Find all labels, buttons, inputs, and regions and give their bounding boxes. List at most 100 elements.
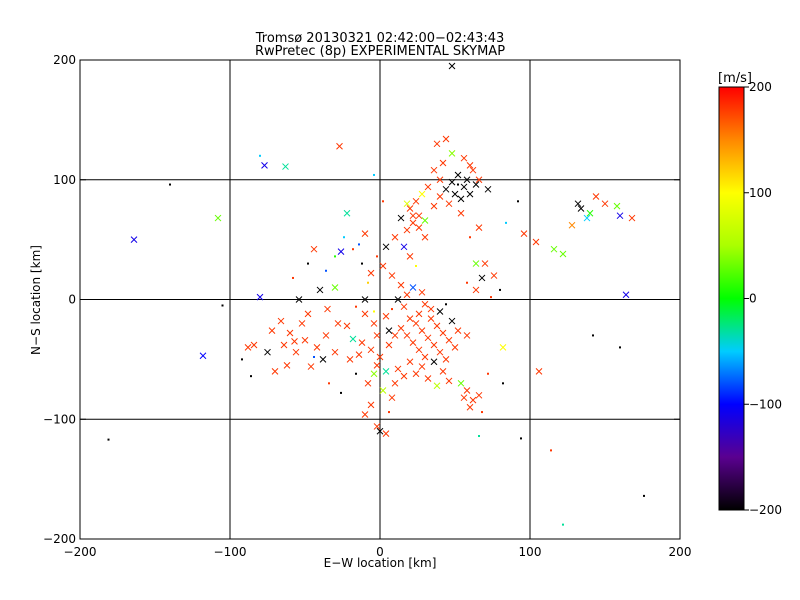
data-point-cross: [460, 154, 468, 162]
data-point-cross: [292, 348, 300, 356]
data-point-cross: [409, 219, 417, 227]
data-point-cross: [291, 338, 298, 345]
data-point-dot: [259, 154, 261, 157]
data-point-cross: [433, 322, 441, 330]
data-point-dot: [499, 288, 501, 291]
data-point-cross: [388, 394, 396, 402]
data-point-cross: [439, 159, 447, 167]
data-point-cross: [346, 356, 354, 363]
y-tick-label: 0: [68, 293, 76, 307]
data-point-dot: [307, 262, 309, 265]
data-point-cross: [430, 341, 438, 349]
data-point-cross: [469, 166, 477, 174]
data-point-cross: [439, 329, 447, 337]
data-point-cross: [403, 200, 411, 208]
data-point-cross: [433, 382, 441, 390]
data-point-cross: [382, 312, 390, 320]
data-point-cross: [499, 344, 507, 351]
data-point-cross: [457, 195, 465, 203]
data-point-cross: [439, 367, 447, 375]
x-axis-ticks: −200 −100 0 100 200: [64, 60, 692, 559]
data-point-dot: [355, 305, 357, 308]
data-point-cross: [424, 334, 432, 342]
data-point-cross: [349, 335, 357, 343]
data-point-cross: [403, 226, 411, 234]
data-point-cross: [406, 253, 414, 260]
data-point-dot: [361, 262, 363, 265]
x-tick-label: 100: [519, 545, 542, 559]
y-tick-label: −200: [43, 532, 76, 546]
data-point-cross: [130, 236, 138, 243]
data-point-cross: [406, 205, 414, 212]
data-point-cross: [478, 274, 486, 282]
data-point-cross: [466, 162, 474, 169]
data-point-cross: [436, 348, 444, 356]
data-point-cross: [283, 362, 291, 369]
y-axis-label: N−S location [km]: [29, 245, 43, 355]
data-point-cross: [376, 353, 384, 361]
x-tick-label: 200: [669, 545, 692, 559]
data-point-cross: [430, 166, 438, 174]
data-point-cross: [385, 341, 393, 349]
data-point-cross: [451, 344, 459, 351]
data-point-cross: [418, 288, 426, 296]
data-point-dot: [517, 200, 519, 203]
colorbar: [718, 86, 745, 511]
data-point-dot: [107, 438, 110, 441]
data-point-cross: [313, 344, 321, 351]
data-point-cross: [382, 367, 390, 375]
data-point-cross: [394, 365, 402, 373]
data-point-cross: [520, 230, 528, 237]
data-point-cross: [445, 200, 453, 208]
data-point-cross: [460, 394, 468, 402]
x-tick-label: −100: [214, 545, 247, 559]
data-point-cross: [361, 230, 369, 237]
data-point-cross: [448, 178, 456, 186]
data-point-cross: [214, 214, 222, 222]
colorbar-tick-label: 200: [749, 80, 772, 94]
data-point-cross: [448, 317, 456, 325]
data-point-dot: [358, 243, 360, 246]
data-point-cross: [322, 332, 330, 339]
data-point-cross: [424, 375, 432, 382]
data-point-cross: [264, 348, 271, 356]
data-point-cross: [304, 310, 312, 318]
x-tick-label: 0: [376, 545, 384, 559]
data-point-dot: [373, 310, 375, 313]
data-point-cross: [445, 377, 453, 385]
data-point-cross: [415, 224, 423, 232]
data-point-cross: [400, 372, 408, 380]
data-point-cross: [307, 363, 315, 370]
chart-title: Tromsø 20130321 02:42:00−02:43:43: [255, 31, 505, 46]
data-point-cross: [400, 243, 408, 251]
data-point-cross: [418, 327, 426, 334]
data-point-dot: [334, 255, 336, 258]
data-point-dot: [562, 523, 564, 526]
data-point-cross: [475, 176, 483, 184]
data-points: [107, 62, 645, 526]
data-point-cross: [379, 387, 387, 394]
data-point-cross: [592, 193, 600, 200]
data-point-cross: [403, 332, 411, 339]
data-point-dot: [481, 411, 483, 414]
data-point-dot: [343, 236, 345, 239]
data-point-dot: [292, 276, 294, 279]
colorbar-ticks: 200 100 0 −100 −200: [744, 80, 782, 517]
data-point-cross: [412, 320, 420, 327]
data-point-cross: [457, 209, 465, 217]
data-point-cross: [481, 260, 489, 267]
data-point-cross: [244, 344, 252, 351]
data-point-dot: [505, 221, 507, 224]
data-point-cross: [324, 305, 331, 313]
data-point-dot: [241, 358, 243, 361]
data-point-cross: [343, 209, 351, 217]
data-point-cross: [336, 142, 343, 150]
data-point-dot: [382, 200, 384, 203]
data-point-cross: [472, 286, 480, 294]
data-point-cross: [301, 336, 309, 344]
data-point-dot: [391, 308, 393, 311]
data-point-cross: [421, 217, 429, 224]
data-point-cross: [370, 370, 378, 378]
data-point-cross: [586, 209, 594, 217]
